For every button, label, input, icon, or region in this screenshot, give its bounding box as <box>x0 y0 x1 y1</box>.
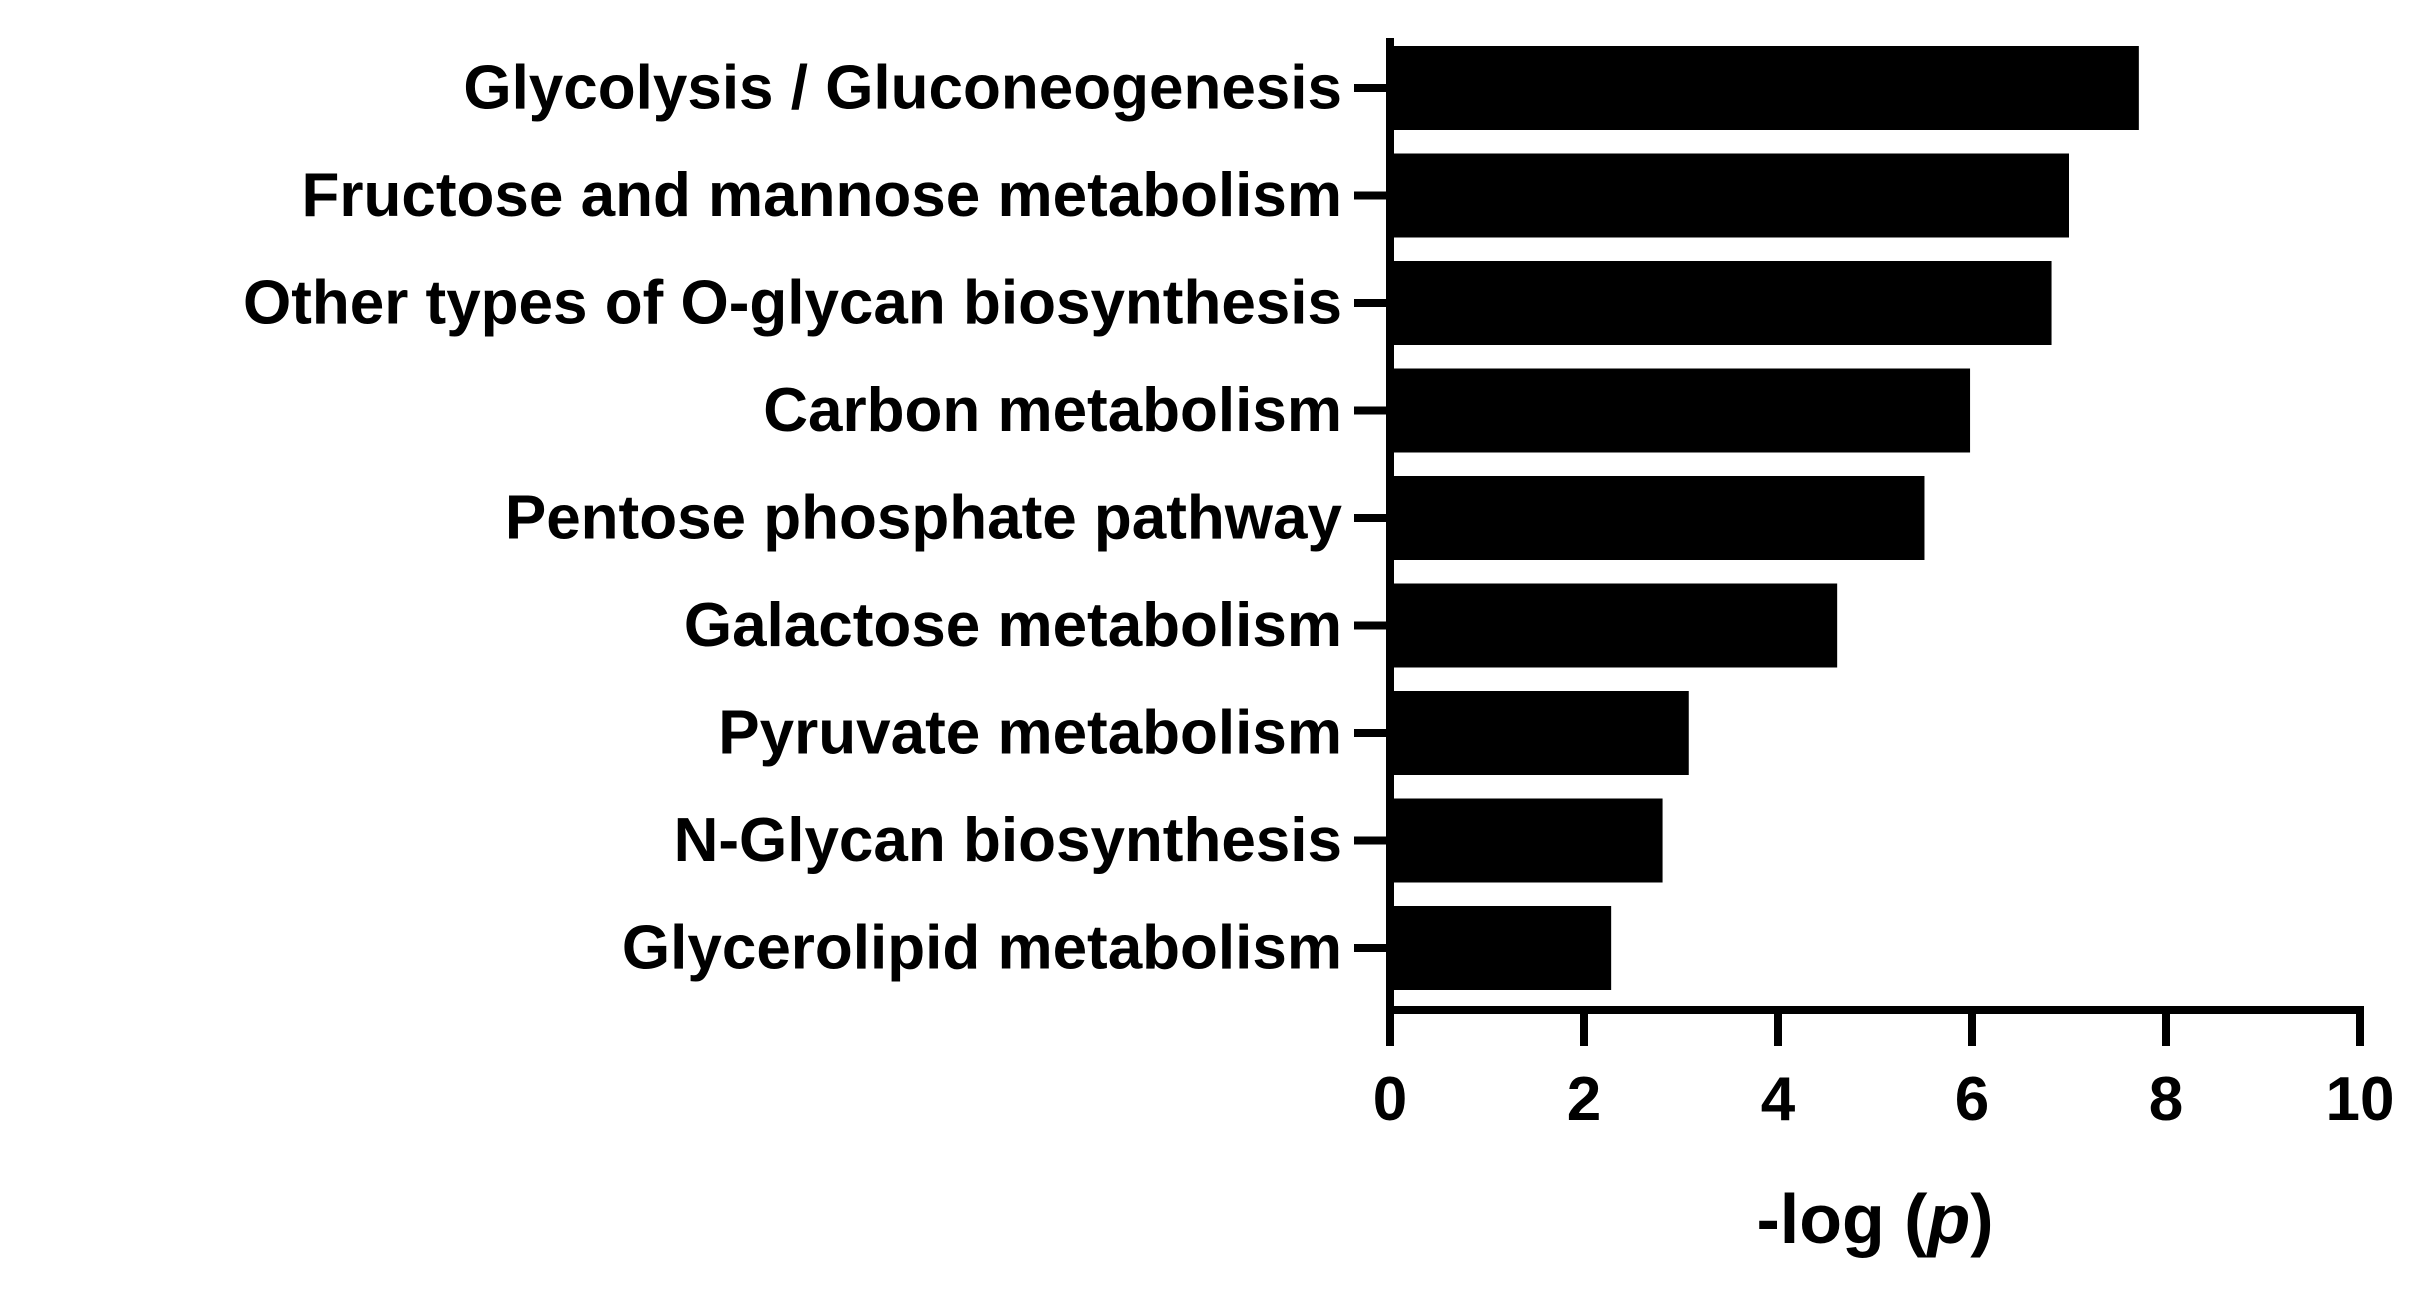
x-axis-title: -log (p) <box>1756 1180 1993 1258</box>
category-label: N-Glycan biosynthesis <box>674 806 1342 875</box>
category-label: Pentose phosphate pathway <box>505 484 1343 553</box>
x-axis-title-prefix: -log ( <box>1756 1180 1928 1258</box>
bar <box>1390 476 1925 560</box>
x-tick-label: 6 <box>1955 1065 1989 1134</box>
bars-layer <box>1390 46 2139 990</box>
x-tick-marks <box>1386 1010 2364 1046</box>
bar <box>1390 691 1689 775</box>
x-tick-label: 10 <box>2326 1065 2395 1134</box>
bar <box>1390 583 1838 668</box>
x-axis-title-suffix: ) <box>1970 1180 1993 1258</box>
category-label: Carbon metabolism <box>763 376 1342 445</box>
x-tick-labels: 0 2 4 6 8 10 <box>1373 1065 2395 1134</box>
axes-layer <box>1386 38 2364 1014</box>
x-axis-title-italic: p <box>1925 1180 1970 1258</box>
x-tick-label: 8 <box>2149 1065 2183 1134</box>
bar <box>1390 368 1971 453</box>
x-tick-label: 2 <box>1567 1065 1601 1134</box>
category-labels: Glycolysis / Gluconeogenesis Fructose and… <box>243 54 1343 983</box>
category-label: Glycolysis / Gluconeogenesis <box>463 54 1342 123</box>
bar <box>1390 906 1612 990</box>
category-label: Fructose and mannose metabolism <box>302 161 1342 230</box>
x-tick-label: 4 <box>1761 1065 1796 1134</box>
category-label: Glycerolipid metabolism <box>622 914 1342 983</box>
bar <box>1390 798 1663 883</box>
bar <box>1390 261 2052 345</box>
bar <box>1390 153 2069 238</box>
category-label: Pyruvate metabolism <box>718 699 1342 768</box>
category-label: Galactose metabolism <box>684 591 1342 660</box>
y-tick-marks <box>1354 84 1390 952</box>
x-tick-label: 0 <box>1373 1065 1407 1134</box>
bar <box>1390 46 2139 130</box>
category-label: Other types of O-glycan biosynthesis <box>243 269 1342 338</box>
